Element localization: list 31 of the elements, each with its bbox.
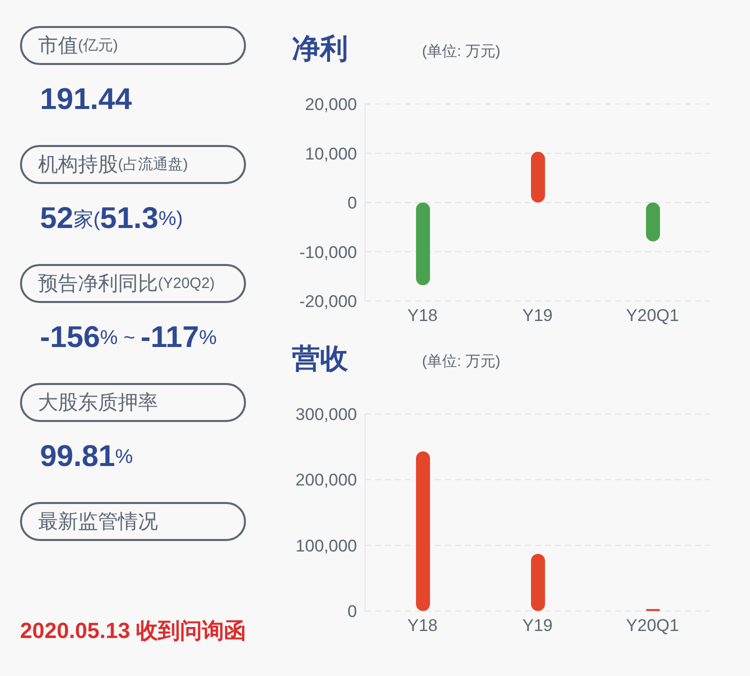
text: 市值(亿元) bbox=[38, 34, 118, 59]
y-tick-label: 0 bbox=[348, 602, 357, 622]
x-tick-label: Y20Q1 bbox=[626, 306, 679, 326]
x-tick-label: Y18 bbox=[407, 616, 438, 636]
bar bbox=[531, 554, 545, 611]
x-tick-label: Y20Q1 bbox=[626, 616, 679, 636]
text: 预告净利同比(Y20Q2) bbox=[38, 272, 215, 297]
text: 191.44 bbox=[40, 83, 132, 117]
text: 99.81% bbox=[40, 440, 133, 474]
y-tick-label: 10,000 bbox=[305, 144, 357, 164]
y-tick-label: 0 bbox=[348, 194, 357, 213]
chart-subtitle: (单位: 万元) bbox=[422, 352, 500, 371]
y-tick-label: -20,000 bbox=[299, 292, 357, 312]
y-tick-label: 300,000 bbox=[296, 405, 357, 424]
text: 大股东质押率 bbox=[38, 391, 158, 416]
y-tick-label: 200,000 bbox=[296, 470, 357, 490]
x-tick-label: Y19 bbox=[522, 616, 553, 636]
chart-subtitle: (单位: 万元) bbox=[422, 42, 500, 61]
text: 2020.05.13 收到问询函 bbox=[20, 617, 246, 645]
y-tick-label: 100,000 bbox=[296, 536, 357, 556]
chart-title: 营收 bbox=[292, 342, 348, 376]
bar bbox=[416, 451, 430, 611]
x-tick-label: Y19 bbox=[522, 306, 553, 326]
y-tick-label: -10,000 bbox=[299, 242, 357, 262]
text: -156% ~ -117% bbox=[40, 321, 217, 355]
y-tick-label: 20,000 bbox=[305, 95, 357, 114]
text: 52家(51.3%) bbox=[40, 202, 183, 236]
chart-title: 净利 bbox=[292, 32, 348, 66]
x-tick-label: Y18 bbox=[407, 306, 438, 326]
text: 机构持股(占流通盘) bbox=[38, 153, 188, 178]
text: 最新监管情况 bbox=[38, 510, 158, 535]
